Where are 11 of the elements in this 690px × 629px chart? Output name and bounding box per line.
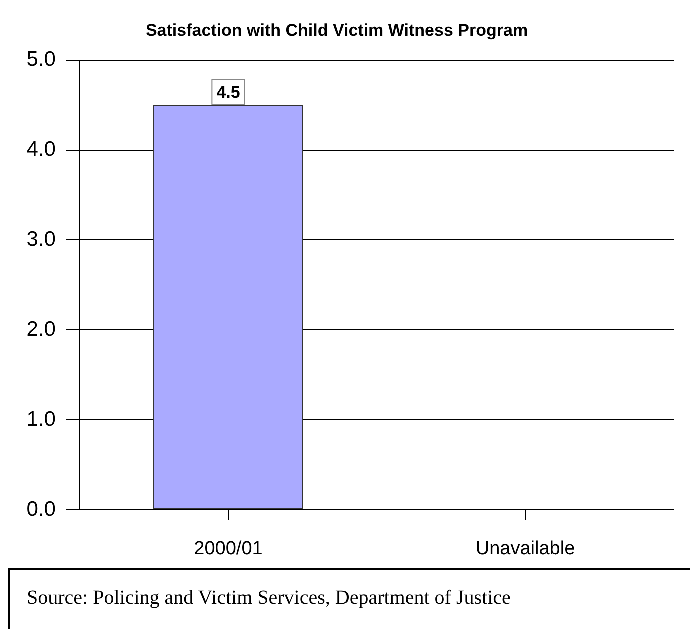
y-tick-label: 3.0 [26,228,56,252]
x-tick-label: Unavailable [476,538,576,560]
source-note: Source: Policing and Victim Services, Department of Justice [27,587,511,610]
data-label: 4.5 [216,83,240,102]
x-tick-label: 2000/01 [194,538,263,560]
y-tick-label: 4.0 [26,138,56,162]
y-tick-label: 1.0 [26,408,56,431]
y-tick-label: 0.0 [26,498,56,521]
chart-title: Satisfaction with Child Victim Witness Program [146,20,528,40]
y-tick-label: 2.0 [26,318,56,341]
y-tick-label: 5.0 [26,48,56,72]
